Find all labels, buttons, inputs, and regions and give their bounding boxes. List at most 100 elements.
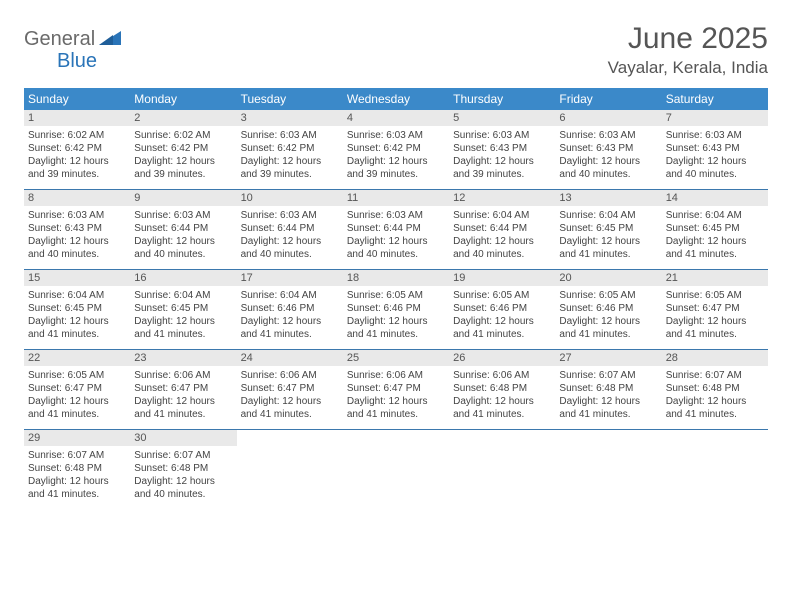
- day-cell: 2Sunrise: 6:02 AMSunset: 6:42 PMDaylight…: [130, 110, 236, 189]
- day-body: Sunrise: 6:03 AMSunset: 6:44 PMDaylight:…: [130, 206, 236, 269]
- day-body: Sunrise: 6:03 AMSunset: 6:43 PMDaylight:…: [449, 126, 555, 189]
- daylight-text: Daylight: 12 hours and 40 minutes.: [28, 235, 126, 261]
- sunset-text: Sunset: 6:44 PM: [453, 222, 551, 235]
- logo-word-general: General: [24, 28, 95, 51]
- sunrise-text: Sunrise: 6:07 AM: [28, 449, 126, 462]
- day-cell: 22Sunrise: 6:05 AMSunset: 6:47 PMDayligh…: [24, 350, 130, 429]
- day-body: Sunrise: 6:04 AMSunset: 6:45 PMDaylight:…: [24, 286, 130, 349]
- day-cell: 17 Sunrise: 6:04 AMSunset: 6:46 PMDayligh…: [237, 270, 343, 349]
- week-row: 8Sunrise: 6:03 AMSunset: 6:43 PMDaylight…: [24, 189, 768, 269]
- sunset-text: Sunset: 6:48 PM: [134, 462, 232, 475]
- daylight-text: Daylight: 12 hours and 41 minutes.: [134, 315, 232, 341]
- daylight-text: Daylight: 12 hours and 39 minutes.: [28, 155, 126, 181]
- day-body: Sunrise: 6:03 AMSunset: 6:44 PMDaylight:…: [237, 206, 343, 269]
- week-row: 1Sunrise: 6:02 AMSunset: 6:42 PMDaylight…: [24, 110, 768, 189]
- sunset-text: Sunset: 6:43 PM: [666, 142, 764, 155]
- calendar-page: General Blue June 2025 Vayalar, Kerala, …: [0, 0, 792, 509]
- day-body: [343, 434, 449, 445]
- day-number: 4: [343, 110, 449, 126]
- day-cell: 20Sunrise: 6:05 AMSunset: 6:46 PMDayligh…: [555, 270, 661, 349]
- day-cell: [449, 430, 555, 509]
- weeks-container: 1Sunrise: 6:02 AMSunset: 6:42 PMDaylight…: [24, 110, 768, 509]
- day-cell: 26Sunrise: 6:06 AMSunset: 6:48 PMDayligh…: [449, 350, 555, 429]
- sunrise-text: Sunrise: 6:07 AM: [559, 369, 657, 382]
- day-number: 17: [237, 270, 343, 286]
- sunrise-text: Sunrise: 6:03 AM: [453, 129, 551, 142]
- daylight-text: Daylight: 12 hours and 41 minutes.: [347, 315, 445, 341]
- day-cell: 30Sunrise: 6:07 AMSunset: 6:48 PMDayligh…: [130, 430, 236, 509]
- title-block: June 2025 Vayalar, Kerala, India: [608, 22, 768, 78]
- daylight-text: Daylight: 12 hours and 41 minutes.: [666, 315, 764, 341]
- day-cell: 27Sunrise: 6:07 AMSunset: 6:48 PMDayligh…: [555, 350, 661, 429]
- dow-sunday: Sunday: [24, 88, 130, 110]
- day-number: 11: [343, 190, 449, 206]
- day-number: 13: [555, 190, 661, 206]
- daylight-text: Daylight: 12 hours and 41 minutes.: [28, 315, 126, 341]
- day-body: Sunrise: 6:03 AMSunset: 6:44 PMDaylight:…: [343, 206, 449, 269]
- day-cell: 28Sunrise: 6:07 AMSunset: 6:48 PMDayligh…: [662, 350, 768, 429]
- dow-friday: Friday: [555, 88, 661, 110]
- sunrise-text: Sunrise: 6:04 AM: [241, 289, 339, 302]
- logo: General Blue: [24, 22, 121, 51]
- day-body: Sunrise: 6:06 AMSunset: 6:47 PMDaylight:…: [237, 366, 343, 429]
- day-cell: [237, 430, 343, 509]
- month-title: June 2025: [608, 22, 768, 56]
- sunrise-text: Sunrise: 6:02 AM: [134, 129, 232, 142]
- week-row: 29Sunrise: 6:07 AMSunset: 6:48 PMDayligh…: [24, 429, 768, 509]
- sunrise-text: Sunrise: 6:03 AM: [241, 129, 339, 142]
- day-number: 7: [662, 110, 768, 126]
- sunrise-text: Sunrise: 6:04 AM: [134, 289, 232, 302]
- sunset-text: Sunset: 6:47 PM: [134, 382, 232, 395]
- day-body: Sunrise: 6:05 AMSunset: 6:47 PMDaylight:…: [662, 286, 768, 349]
- day-number: 14: [662, 190, 768, 206]
- day-number: 15: [24, 270, 130, 286]
- day-cell: 9Sunrise: 6:03 AMSunset: 6:44 PMDaylight…: [130, 190, 236, 269]
- daylight-text: Daylight: 12 hours and 41 minutes.: [453, 395, 551, 421]
- day-number: 26: [449, 350, 555, 366]
- day-body: [237, 434, 343, 445]
- day-cell: 7Sunrise: 6:03 AMSunset: 6:43 PMDaylight…: [662, 110, 768, 189]
- day-cell: 10Sunrise: 6:03 AMSunset: 6:44 PMDayligh…: [237, 190, 343, 269]
- day-body: Sunrise: 6:03 AMSunset: 6:42 PMDaylight:…: [343, 126, 449, 189]
- day-body: Sunrise: 6:05 AMSunset: 6:46 PMDaylight:…: [343, 286, 449, 349]
- sunset-text: Sunset: 6:46 PM: [241, 302, 339, 315]
- sunrise-text: Sunrise: 6:03 AM: [134, 209, 232, 222]
- day-cell: 24Sunrise: 6:06 AMSunset: 6:47 PMDayligh…: [237, 350, 343, 429]
- page-header: General Blue June 2025 Vayalar, Kerala, …: [24, 22, 768, 78]
- sunrise-text: Sunrise: 6:07 AM: [666, 369, 764, 382]
- day-number: 18: [343, 270, 449, 286]
- day-cell: 13Sunrise: 6:04 AMSunset: 6:45 PMDayligh…: [555, 190, 661, 269]
- sunset-text: Sunset: 6:42 PM: [28, 142, 126, 155]
- day-of-week-header: Sunday Monday Tuesday Wednesday Thursday…: [24, 88, 768, 110]
- daylight-text: Daylight: 12 hours and 41 minutes.: [134, 395, 232, 421]
- day-number: 24: [237, 350, 343, 366]
- sunset-text: Sunset: 6:47 PM: [241, 382, 339, 395]
- sunset-text: Sunset: 6:47 PM: [347, 382, 445, 395]
- day-cell: [555, 430, 661, 509]
- dow-monday: Monday: [130, 88, 236, 110]
- sunset-text: Sunset: 6:48 PM: [28, 462, 126, 475]
- sunrise-text: Sunrise: 6:05 AM: [666, 289, 764, 302]
- dow-saturday: Saturday: [662, 88, 768, 110]
- sunset-text: Sunset: 6:45 PM: [666, 222, 764, 235]
- day-body: Sunrise: 6:05 AMSunset: 6:46 PMDaylight:…: [555, 286, 661, 349]
- day-number: 16: [130, 270, 236, 286]
- daylight-text: Daylight: 12 hours and 41 minutes.: [241, 315, 339, 341]
- sunset-text: Sunset: 6:43 PM: [28, 222, 126, 235]
- sunset-text: Sunset: 6:44 PM: [347, 222, 445, 235]
- day-number: 8: [24, 190, 130, 206]
- sunrise-text: Sunrise: 6:04 AM: [666, 209, 764, 222]
- day-cell: 21Sunrise: 6:05 AMSunset: 6:47 PMDayligh…: [662, 270, 768, 349]
- daylight-text: Daylight: 12 hours and 39 minutes.: [241, 155, 339, 181]
- day-number: 21: [662, 270, 768, 286]
- day-body: [555, 434, 661, 445]
- sunset-text: Sunset: 6:48 PM: [559, 382, 657, 395]
- sunrise-text: Sunrise: 6:03 AM: [347, 209, 445, 222]
- sunrise-text: Sunrise: 6:03 AM: [28, 209, 126, 222]
- sunrise-text: Sunrise: 6:03 AM: [347, 129, 445, 142]
- daylight-text: Daylight: 12 hours and 40 minutes.: [241, 235, 339, 261]
- day-body: Sunrise: 6:03 AMSunset: 6:42 PMDaylight:…: [237, 126, 343, 189]
- day-body: Sunrise: 6:06 AMSunset: 6:48 PMDaylight:…: [449, 366, 555, 429]
- calendar-grid: Sunday Monday Tuesday Wednesday Thursday…: [24, 88, 768, 509]
- sunset-text: Sunset: 6:45 PM: [134, 302, 232, 315]
